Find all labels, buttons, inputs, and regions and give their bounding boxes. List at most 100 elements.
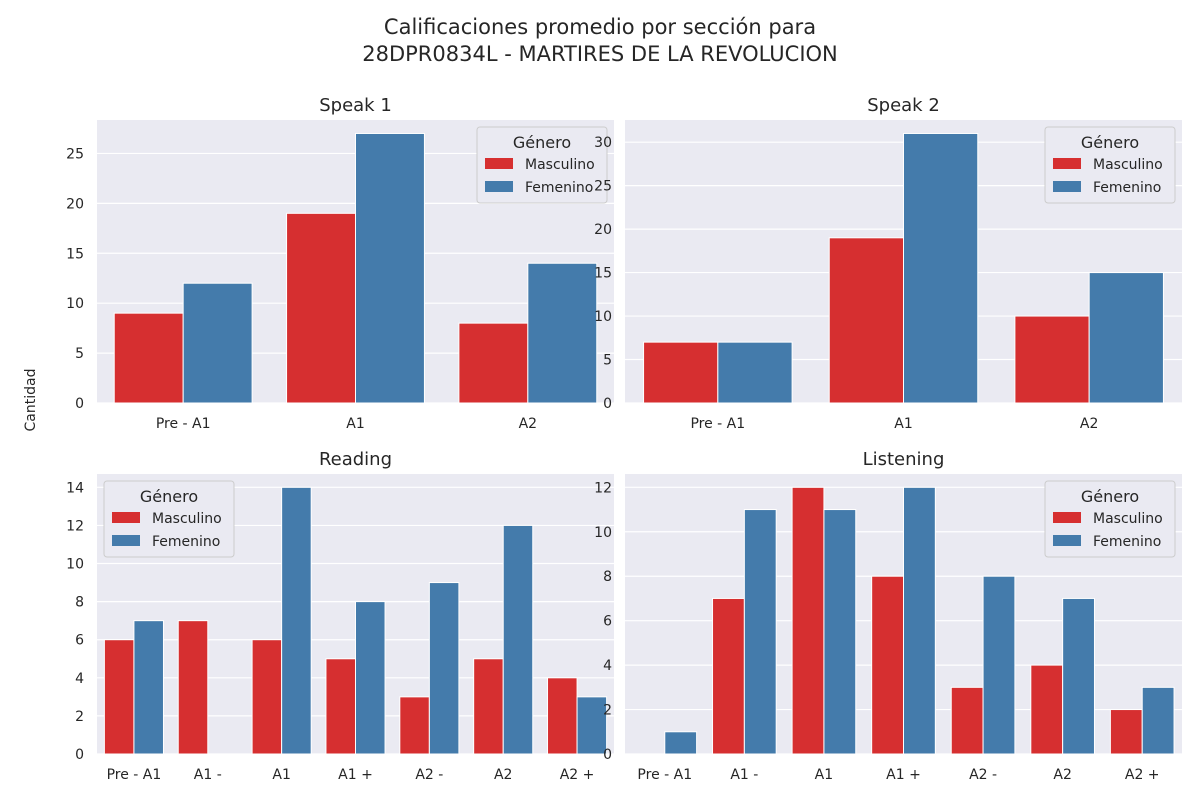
bar-masculino-7 [547, 677, 578, 755]
bar-femenino-2 [355, 132, 425, 404]
bar-masculino-1 [103, 639, 135, 755]
figure-title-line-1: Calificaciones promedio por sección para [383, 15, 817, 39]
y-tick-label: 8 [75, 595, 84, 611]
y-tick-label: 12 [594, 480, 612, 496]
legend-swatch-masculino [1053, 158, 1081, 169]
legend: Género Masculino Femenino [103, 480, 235, 558]
y-tick-label: 10 [66, 296, 84, 312]
bar-masculino-2 [712, 597, 745, 755]
x-tick-label: A1 + [886, 767, 921, 783]
legend-entry-femenino: Femenino [152, 534, 220, 550]
panel-title: Listening [863, 449, 945, 470]
x-tick-label: Pre - A1 [107, 767, 162, 783]
y-tick-label: 4 [75, 671, 84, 687]
bar-femenino-5 [428, 582, 460, 755]
legend-swatch-masculino [1053, 512, 1081, 523]
bar-masculino-5 [950, 686, 984, 755]
chart-panel-2: 0 5 10 15 20 25 30 Pre - A1 A1 A2 Speak 2 Género Mas… [594, 95, 1182, 432]
bar-masculino-4 [325, 658, 357, 755]
y-tick-label: 0 [603, 747, 612, 763]
bar-masculino-2 [828, 237, 905, 404]
x-tick-label: A2 [1080, 416, 1098, 432]
legend-entry-femenino: Femenino [1093, 534, 1161, 550]
legend-swatch-femenino [112, 535, 140, 546]
y-tick-label: 8 [603, 569, 612, 585]
bar-femenino-2 [743, 509, 777, 755]
bar-femenino-1 [717, 341, 793, 404]
bar-masculino-3 [458, 322, 529, 404]
legend-title: Género [513, 133, 571, 152]
bar-femenino-1 [133, 620, 164, 755]
bar-masculino-3 [791, 486, 825, 755]
x-tick-label: A1 [272, 767, 290, 783]
legend-swatch-femenino [1053, 535, 1081, 546]
legend-title: Género [1081, 133, 1139, 152]
legend-entry-femenino: Femenino [1093, 180, 1161, 196]
y-tick-label: 5 [603, 353, 612, 369]
bar-masculino-3 [1014, 315, 1090, 404]
bar-femenino-4 [903, 486, 936, 755]
bar-masculino-2 [286, 212, 357, 404]
bar-femenino-4 [355, 601, 386, 755]
x-tick-label: Pre - A1 [156, 416, 211, 432]
figure-title: Calificaciones promedio por sección para… [0, 14, 1200, 68]
x-tick-label: A1 + [338, 767, 373, 783]
legend: Género Masculino Femenino [476, 126, 608, 204]
y-tick-label: 25 [66, 146, 84, 162]
legend-entry-femenino: Femenino [525, 180, 593, 196]
legend-swatch-masculino [485, 158, 513, 169]
x-tick-label: A2 - [969, 767, 997, 783]
y-tick-label: 0 [75, 747, 84, 763]
y-tick-label: 0 [603, 396, 612, 412]
y-tick-label: 10 [66, 557, 84, 573]
legend-swatch-femenino [485, 181, 513, 192]
y-tick-label: 6 [603, 614, 612, 630]
bar-femenino-5 [982, 575, 1016, 755]
x-tick-label: A2 - [415, 767, 443, 783]
legend-title: Género [140, 487, 198, 506]
bar-femenino-1 [664, 731, 698, 755]
y-tick-label: 30 [594, 135, 612, 151]
bar-femenino-3 [281, 486, 312, 755]
y-tick-label: 2 [75, 709, 84, 725]
x-tick-label: A2 [494, 767, 512, 783]
x-tick-label: A1 [815, 767, 833, 783]
legend-swatch-masculino [112, 512, 140, 523]
legend-swatch-femenino [1053, 181, 1081, 192]
bar-femenino-3 [527, 262, 598, 404]
x-tick-label: A2 + [1125, 767, 1160, 783]
y-tick-label: 10 [594, 309, 612, 325]
bar-masculino-5 [399, 696, 430, 755]
x-tick-label: Pre - A1 [637, 767, 692, 783]
y-tick-label: 20 [594, 222, 612, 238]
y-tick-label: 0 [75, 396, 84, 412]
legend-entry-masculino: Masculino [152, 511, 222, 527]
y-tick-label: 20 [66, 196, 84, 212]
bar-masculino-6 [473, 658, 504, 755]
y-tick-label: 10 [594, 525, 612, 541]
bar-masculino-7 [1109, 709, 1143, 755]
y-tick-label: 15 [594, 266, 612, 282]
y-tick-label: 25 [594, 179, 612, 195]
chart-panel-4: 0 2 4 6 8 10 12 Pre - A1 A1 - A1 A1 + A2 - A2 A2 + Lis… [594, 449, 1182, 783]
y-tick-label: 15 [66, 246, 84, 262]
panel-title: Speak 2 [867, 95, 940, 116]
bar-masculino-1 [643, 341, 719, 404]
x-tick-label: A1 [894, 416, 912, 432]
bar-femenino-7 [576, 696, 608, 755]
bar-masculino-1 [113, 312, 184, 404]
x-tick-label: A1 - [730, 767, 758, 783]
y-tick-label: 14 [66, 480, 84, 496]
y-tick-label: 6 [75, 633, 84, 649]
y-tick-label: 12 [66, 518, 84, 534]
bar-masculino-4 [871, 575, 905, 755]
legend-title: Género [1081, 487, 1139, 506]
panel-title: Speak 1 [319, 95, 392, 116]
bar-masculino-2 [177, 620, 209, 755]
x-tick-label: A2 + [560, 767, 595, 783]
bar-femenino-1 [182, 282, 253, 404]
legend-entry-masculino: Masculino [1093, 157, 1163, 173]
x-tick-label: A2 [1053, 767, 1071, 783]
chart-panel-1: 0 5 10 15 20 25 Pre - A1 A1 A2 Speak 1 Género Mascu… [66, 95, 614, 432]
